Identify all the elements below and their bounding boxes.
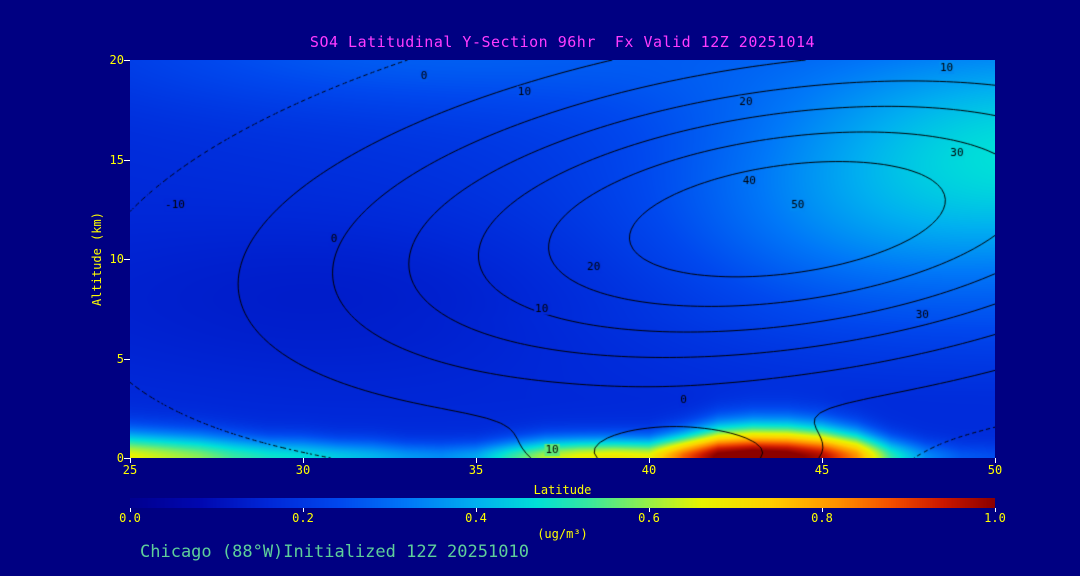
- colorbar-tick-label: 0.2: [292, 511, 314, 525]
- colorbar-canvas: [130, 498, 995, 508]
- colorbar-tick-label: 0.4: [465, 511, 487, 525]
- x-tick-mark: [822, 458, 823, 463]
- x-tick-label: 25: [122, 463, 138, 477]
- colorbar-tick-mark: [130, 508, 131, 512]
- colorbar-tick-mark: [476, 508, 477, 512]
- heatmap-canvas: [130, 60, 995, 458]
- init-info-text: Chicago (88°W)Initialized 12Z 20251010: [140, 542, 529, 562]
- x-tick-label: 35: [468, 463, 484, 477]
- y-tick-label: 5: [116, 351, 124, 366]
- y-tick-label: 15: [109, 152, 124, 167]
- x-tick-mark: [303, 458, 304, 463]
- x-tick-mark: [130, 458, 131, 463]
- y-tick-mark: [124, 60, 130, 61]
- colorbar-tick-mark: [995, 508, 996, 512]
- chart-title: SO4 Latitudinal Y-Section 96hr Fx Valid …: [309, 33, 816, 51]
- colorbar-tick-mark: [649, 508, 650, 512]
- y-tick-mark: [124, 458, 130, 459]
- colorbar-tick-mark: [822, 508, 823, 512]
- y-tick-mark: [124, 259, 130, 260]
- colorbar-unit-label: (ug/m³): [537, 527, 588, 541]
- y-tick-label: 10: [109, 252, 124, 266]
- x-tick-label: 40: [641, 463, 657, 477]
- x-tick-label: 50: [987, 463, 1003, 477]
- y-tick-mark: [124, 159, 130, 161]
- x-tick-label: 45: [814, 463, 830, 477]
- colorbar-tick-label: 1.0: [984, 511, 1006, 525]
- x-tick-mark: [649, 458, 650, 463]
- colorbar-tick-mark: [303, 508, 304, 512]
- y-tick-label: 20: [109, 53, 124, 67]
- colorbar-tick-label: 0.8: [811, 511, 833, 525]
- x-tick-mark: [476, 458, 477, 463]
- colorbar-tick-label: 0.6: [638, 511, 660, 525]
- colorbar-tick-label: 0.0: [119, 511, 141, 525]
- y-tick-mark: [124, 358, 130, 360]
- x-tick-label: 30: [295, 463, 311, 477]
- x-axis-title: Latitude: [533, 483, 592, 497]
- y-tick-label: 0: [116, 451, 124, 465]
- x-tick-mark: [995, 458, 996, 463]
